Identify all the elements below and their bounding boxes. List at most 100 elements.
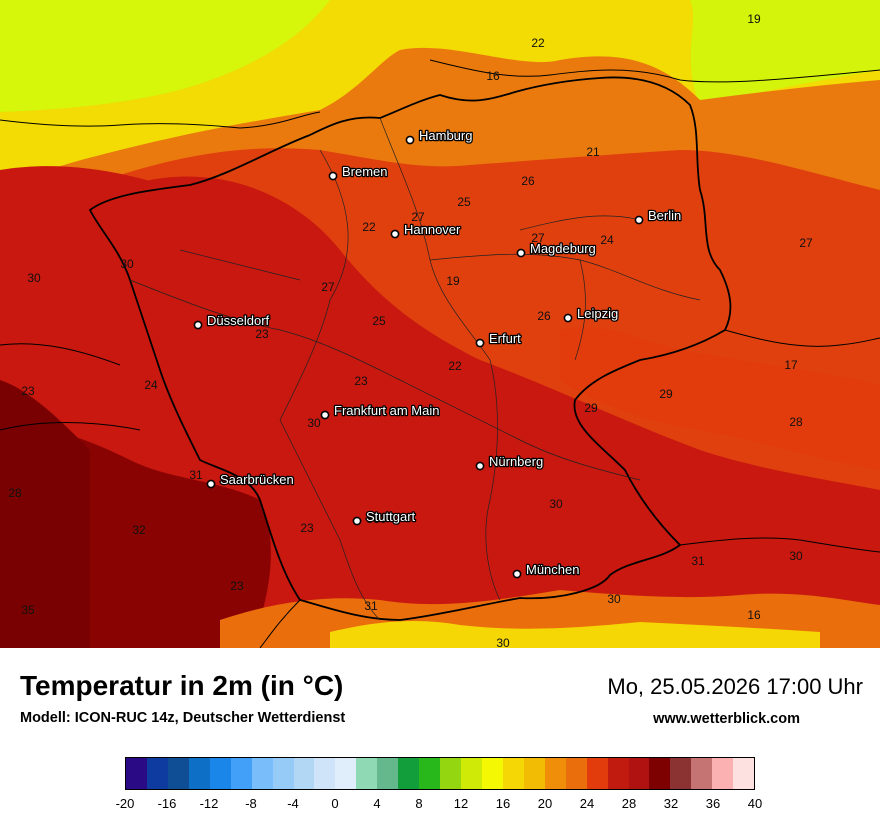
city-label: Erfurt [489,331,521,346]
legend-tick-label: 32 [663,796,679,811]
isotherm-label: 30 [307,416,321,430]
isotherm-label: 30 [607,592,621,606]
legend-swatch [649,758,671,789]
city-dot [328,171,338,181]
isotherm-label: 30 [549,497,563,511]
isotherm-label: 22 [531,36,545,50]
legend-swatch [712,758,734,789]
legend-swatch [607,758,629,789]
city-dot [405,135,415,145]
isotherm-label: 23 [255,327,269,341]
isotherm-label: 22 [362,220,376,234]
legend-swatch [335,758,357,789]
legend-swatch [419,758,441,789]
far-southwest-dark [0,380,90,648]
isotherm-label: 23 [354,374,368,388]
legend-tick-label: 40 [747,796,763,811]
city-label: Nürnberg [489,454,543,469]
city-label: Hamburg [419,128,472,143]
isotherm-label: 17 [784,358,798,372]
legend-swatch [356,758,378,789]
legend-swatch [272,758,294,789]
legend-swatch [481,758,503,789]
isotherm-label: 23 [230,579,244,593]
isotherm-label: 30 [373,512,387,526]
legend-swatch [733,758,755,789]
isotherm-label: 30 [496,636,510,648]
legend-tick-label: 24 [579,796,595,811]
city-dot [516,248,526,258]
legend-swatch [209,758,231,789]
isotherm-label: 29 [659,387,673,401]
legend-tick-label: -4 [287,796,299,811]
city-dot [563,313,573,323]
map-title: Temperatur in 2m (in °C) [20,670,344,701]
legend-swatch [691,758,713,789]
city-label: Magdeburg [530,241,596,256]
legend-swatch [377,758,399,789]
baltic-coast [429,59,880,83]
isotherm-label: 27 [799,236,813,250]
city-label: München [526,562,579,577]
city-label: Hannover [404,222,461,237]
isotherm-label: 19 [446,274,460,288]
city-label: Frankfurt am Main [334,403,439,418]
isotherm-label: 32 [132,523,146,537]
legend-swatch [461,758,482,789]
isotherm-label: 31 [189,468,203,482]
city-dot [352,516,362,526]
city-dot [475,461,485,471]
website-link[interactable]: www.wetterblick.com [653,711,800,727]
legend-swatch [188,758,210,789]
isotherm-label: 16 [747,608,761,622]
isotherm-label: 22 [448,359,462,373]
legend-tick-label: -8 [245,796,257,811]
legend-tick-label: -20 [115,796,135,811]
legend-swatch [502,758,524,789]
map-footer: Temperatur in 2m (in °C) Modell: ICON-RU… [0,648,880,830]
legend-swatch [293,758,315,789]
city-label: Saarbrücken [220,472,294,487]
isotherm-label: 29 [584,401,598,415]
isotherm-label: 26 [521,174,535,188]
legend-swatch [251,758,273,789]
legend-tick-label: -12 [199,796,219,811]
city-dot [193,320,203,330]
north-sea-coast [0,111,321,129]
legend-tick-label: 4 [373,796,381,811]
east-orange-patch [560,327,880,470]
isotherm-label: 25 [457,195,471,209]
isotherm-label: 19 [747,12,761,26]
isotherm-label: 27 [411,210,425,224]
legend-swatch [440,758,461,789]
alps-yellow [330,620,820,648]
model-subtitle: Modell: ICON-RUC 14z, Deutscher Wetterdi… [20,710,346,726]
legend-swatch [126,758,147,789]
isotherm-label: 27 [531,231,545,245]
isotherm-label: 30 [120,257,134,271]
city-dot [634,215,644,225]
legend-tick-label: 28 [621,796,637,811]
baltic-cool-zone [690,0,880,105]
legend-tick-label: 8 [415,796,423,811]
isotherm-label: 28 [789,415,803,429]
isotherm-label: 28 [8,486,22,500]
legend-swatch [398,758,420,789]
color-scale-legend [125,757,755,790]
legend-tick-label: 20 [537,796,553,811]
legend-tick-label: -16 [157,796,177,811]
city-dot [512,569,522,579]
isotherm-label: 23 [300,521,314,535]
legend-swatch [586,758,608,789]
city-label: Berlin [648,208,681,223]
legend-swatch [628,758,650,789]
legend-swatch [544,758,566,789]
city-markers: Hamburg Bremen Hannover Berlin Magdeburg Düss… [193,127,683,579]
city-label: Bremen [342,164,388,179]
isotherm-label: 31 [691,554,705,568]
isotherm-label: 26 [537,309,551,323]
isotherm-label: 16 [486,69,500,83]
germany-border [88,76,732,621]
isotherm-label: 31 [364,599,378,613]
city-label: Düsseldorf [207,313,270,328]
